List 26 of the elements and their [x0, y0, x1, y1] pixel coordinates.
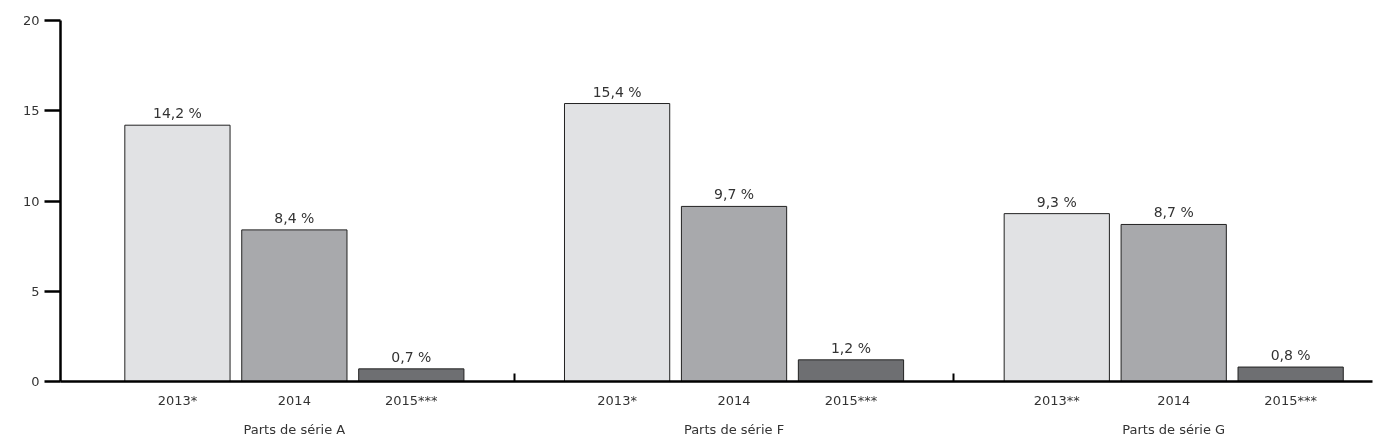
data-label: 9,7 %	[714, 186, 755, 203]
y-tick-label: 0	[31, 374, 40, 389]
data-label: 8,7 %	[1153, 204, 1194, 221]
x-tick-label: 2015***	[1264, 392, 1318, 408]
y-tick-label: 10	[22, 193, 40, 209]
x-tick-label: 2014	[277, 392, 311, 408]
x-tick-label: 2015***	[385, 392, 439, 408]
x-tick-label: 2013*	[157, 392, 198, 408]
x-tick-label: 2014	[717, 392, 751, 408]
data-label: 0,8 %	[1270, 347, 1311, 364]
y-tick-label: 5	[31, 283, 40, 299]
data-label: 15,4 %	[592, 83, 642, 100]
text: Parts de série F	[683, 421, 785, 437]
y-tick-label: 20	[22, 13, 40, 28]
text: Parts de série A	[243, 421, 346, 437]
x-tick-label: 2014	[1157, 392, 1191, 408]
text: Parts de série G	[1122, 421, 1226, 437]
data-label: 14,2 %	[152, 105, 202, 122]
data-label: 0,7 %	[391, 348, 432, 365]
x-tick-label: 2013*	[597, 392, 638, 408]
x-tick-label: 2013**	[1033, 392, 1081, 408]
data-label: 9,3 %	[1036, 193, 1077, 210]
data-label: 1,2 %	[830, 339, 871, 356]
x-tick-label: 2015***	[824, 392, 878, 408]
data-label: 8,4 %	[274, 209, 315, 226]
y-tick-label: 15	[22, 103, 40, 119]
